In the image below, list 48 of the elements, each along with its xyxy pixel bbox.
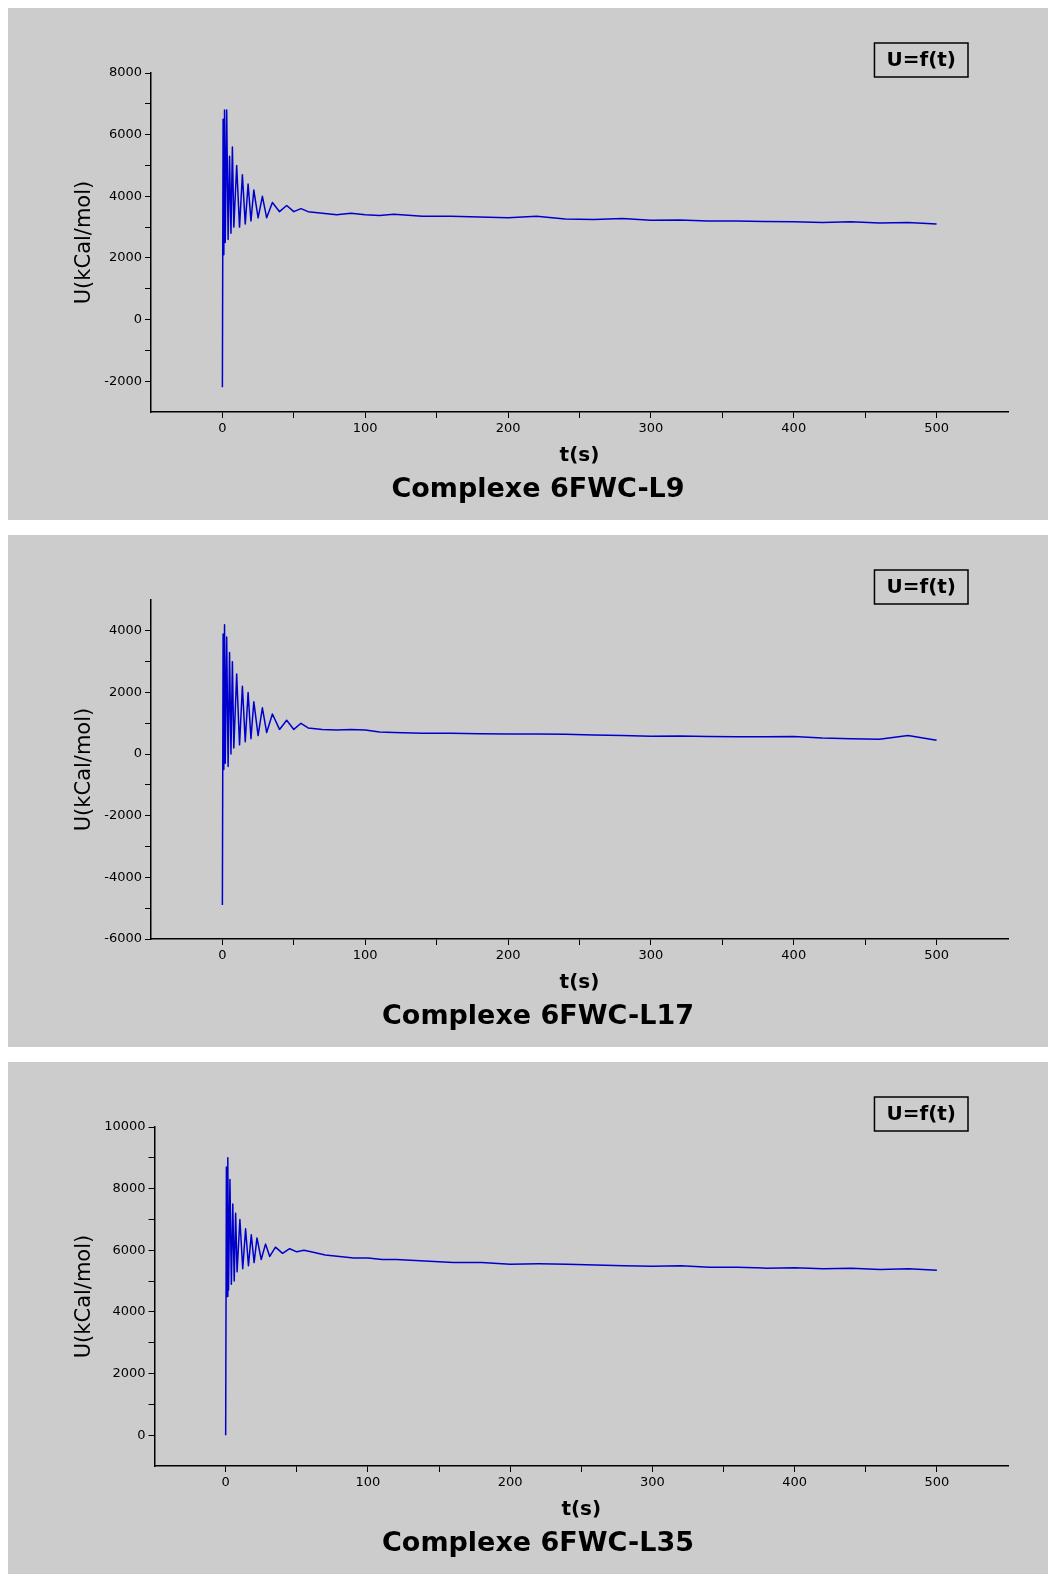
x-tick-label: 200 [495, 947, 521, 963]
x-tick-label: 100 [355, 1474, 381, 1490]
x-tick-label: 400 [781, 947, 807, 963]
y-tick-label: -4000 [104, 868, 142, 884]
y-tick-label: 0 [137, 1426, 146, 1442]
y-tick-label: 4000 [108, 187, 142, 203]
y-tick-label: 4000 [112, 1303, 146, 1319]
x-axis-title: t(s) [559, 968, 600, 993]
x-tick-label: 400 [781, 420, 807, 436]
x-tick-label: 200 [497, 1474, 523, 1490]
y-tick-label: 6000 [112, 1241, 146, 1257]
y-tick-label: 2000 [108, 683, 142, 699]
text: U=f(t) [886, 47, 957, 72]
x-tick-label: 0 [218, 420, 227, 436]
y-tick-label: -2000 [104, 807, 142, 823]
text: Complexe 6FWC-L35 [382, 1525, 694, 1557]
y-tick-label: -2000 [104, 372, 142, 388]
y-tick-label: 0 [133, 310, 142, 326]
x-tick-label: 0 [218, 947, 227, 963]
y-axis-title: U(kCal/mol) [71, 180, 96, 305]
x-tick-label: 400 [782, 1474, 808, 1490]
x-tick-label: 300 [638, 947, 664, 963]
x-tick-label: 300 [638, 420, 664, 436]
y-tick-label: 0 [133, 745, 142, 761]
y-tick-label: 4000 [108, 622, 142, 638]
x-tick-label: 200 [495, 420, 521, 436]
text: Complexe 6FWC-L9 [391, 471, 685, 503]
y-tick-label: 2000 [112, 1364, 146, 1380]
x-axis-title: t(s) [559, 441, 600, 466]
x-tick-label: 100 [352, 947, 378, 963]
x-tick-label: 0 [221, 1474, 230, 1490]
text: Complexe 6FWC-L17 [382, 998, 694, 1030]
y-axis-title: U(kCal/mol) [71, 1234, 96, 1359]
x-axis-title: t(s) [561, 1495, 602, 1520]
y-axis-title: U(kCal/mol) [71, 707, 96, 832]
y-tick-label: -6000 [104, 930, 142, 946]
y-tick-label: 6000 [108, 126, 142, 142]
text: U=f(t) [886, 1101, 957, 1126]
x-tick-label: 500 [924, 1474, 950, 1490]
y-tick-label: 10000 [104, 1118, 146, 1134]
x-tick-label: 100 [352, 420, 378, 436]
text: U=f(t) [886, 574, 957, 599]
y-tick-label: 8000 [112, 1180, 146, 1196]
x-tick-label: 500 [924, 420, 949, 436]
x-tick-label: 300 [639, 1474, 665, 1490]
x-tick-label: 500 [924, 947, 949, 963]
y-tick-label: 8000 [108, 64, 142, 80]
y-tick-label: 2000 [108, 249, 142, 265]
